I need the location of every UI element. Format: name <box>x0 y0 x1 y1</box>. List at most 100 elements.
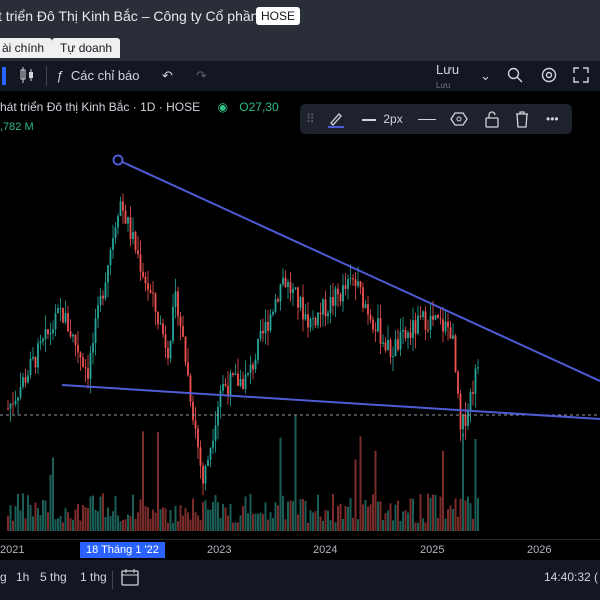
volume-bar <box>174 505 177 531</box>
candle-body <box>109 249 112 266</box>
volume-bar <box>379 501 382 531</box>
line-width-button[interactable]: 2px <box>362 110 403 128</box>
candle-body <box>214 425 217 441</box>
trendline-anchor-handle[interactable] <box>112 154 124 166</box>
volume-bar <box>207 509 209 531</box>
volume-bar <box>319 516 322 531</box>
volume-bar <box>177 521 179 531</box>
drag-handle-icon[interactable]: ⠿ <box>306 112 315 126</box>
candle-body <box>477 367 479 369</box>
volume-bar <box>464 500 467 531</box>
range-button[interactable]: 1 thg <box>80 570 107 584</box>
candle-body <box>229 373 232 396</box>
range-button[interactable]: 1h <box>16 570 30 584</box>
candle-body <box>424 311 427 330</box>
volume-bar <box>212 501 214 531</box>
volume-bar <box>362 504 364 531</box>
candle-body <box>427 329 429 331</box>
crosshair-date-label: 18 Tháng 1 '22 <box>80 542 165 558</box>
volume-bar <box>364 499 367 531</box>
volume-bar <box>144 505 147 531</box>
candle-body <box>339 294 342 302</box>
volume-bar <box>302 498 304 531</box>
candle-body <box>397 339 399 350</box>
redo-icon[interactable]: ↷ <box>196 68 207 83</box>
chart-pane[interactable] <box>0 91 600 539</box>
volume-bar <box>469 503 472 531</box>
volume-bar <box>417 522 419 531</box>
candle-body <box>129 217 132 239</box>
save-button[interactable]: Lưu Lưu <box>436 63 459 91</box>
undo-icon[interactable]: ↶ <box>162 68 173 83</box>
volume-bar <box>427 493 429 531</box>
range-button[interactable]: 5 thg <box>40 570 67 584</box>
tab-proprietary-trading[interactable]: Tự doanh <box>52 38 121 58</box>
candle-body <box>234 373 237 375</box>
candle-body <box>202 465 204 484</box>
volume-bar <box>322 520 324 531</box>
candle-body <box>239 379 242 386</box>
lock-icon[interactable] <box>484 110 500 128</box>
volume-bar <box>342 518 344 531</box>
volume-bar <box>109 516 112 531</box>
candle-body <box>384 342 387 351</box>
candle-body <box>114 227 117 239</box>
indicators-button[interactable]: ƒ Các chỉ báo <box>56 66 140 86</box>
candles-icon[interactable] <box>18 66 36 86</box>
candle-body <box>252 364 254 370</box>
candle-body <box>77 345 79 353</box>
candle-body <box>14 400 17 405</box>
volume-bar <box>14 506 17 531</box>
volume-bar <box>267 519 269 531</box>
line-style-icon[interactable] <box>418 110 436 128</box>
volume-bar <box>432 494 434 531</box>
candle-body <box>22 377 24 387</box>
time-label: 2023 <box>207 544 232 556</box>
volume-bar <box>239 515 242 531</box>
volume-bar <box>412 498 414 531</box>
upper-trendline[interactable] <box>117 159 600 382</box>
clock: 14:40:32 ( <box>544 570 599 584</box>
candle-body <box>249 364 252 373</box>
candle-body <box>97 305 99 319</box>
range-button[interactable]: g <box>0 570 7 584</box>
candle-body <box>72 334 74 337</box>
pencil-icon[interactable] <box>326 110 346 128</box>
time-axis[interactable]: 2021 18 Tháng 1 '22 2023 2024 2025 2026 <box>0 539 600 560</box>
candle-body <box>327 312 329 317</box>
volume-bar <box>407 512 409 531</box>
quick-search-icon[interactable] <box>506 66 524 86</box>
time-label: 2021 <box>0 544 25 556</box>
chevron-down-icon[interactable]: ⌄ <box>480 68 491 83</box>
volume-bar <box>99 496 102 531</box>
candle-body <box>354 279 357 286</box>
lower-trendline[interactable] <box>61 384 600 420</box>
price-chart[interactable] <box>0 91 600 539</box>
volume-bar <box>232 522 234 531</box>
volume-bar <box>49 474 52 531</box>
volume-bar <box>404 510 407 531</box>
trash-icon[interactable] <box>514 110 530 128</box>
volume-bar <box>329 520 332 531</box>
candle-body <box>17 397 19 401</box>
settings-icon[interactable] <box>540 66 558 86</box>
volume-bar <box>67 512 69 531</box>
volume-bar <box>299 499 302 531</box>
volume-bar <box>22 493 24 531</box>
candle-body <box>134 231 137 251</box>
exchange-badge: HOSE <box>256 7 301 25</box>
candle-body <box>329 297 332 313</box>
calendar-range-icon[interactable] <box>120 567 140 590</box>
tab-financial[interactable]: ài chính <box>0 38 53 58</box>
candle-body <box>162 323 164 335</box>
hexagon-icon[interactable] <box>450 110 468 128</box>
volume-bar <box>312 512 314 531</box>
candle-body <box>299 297 302 308</box>
volume-bar <box>334 522 337 531</box>
candle-body <box>337 288 339 295</box>
volume-bar <box>47 512 49 531</box>
candle-body <box>104 282 107 299</box>
volume-bar <box>294 414 297 531</box>
fullscreen-icon[interactable] <box>572 66 590 86</box>
more-icon[interactable]: ••• <box>546 112 559 126</box>
